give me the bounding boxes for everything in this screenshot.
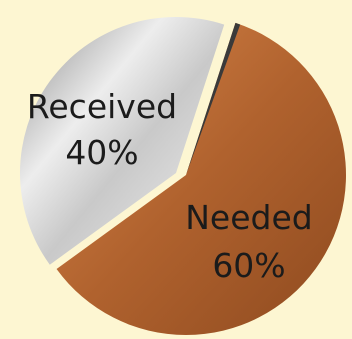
slice-label-needed: Needed: [185, 198, 313, 237]
slice-value-received: 40%: [65, 133, 138, 172]
slice-value-needed: 60%: [212, 246, 285, 285]
slice-label-received: Received: [27, 87, 177, 126]
pie-slice-received: [19, 16, 225, 265]
pie-slice-needed: [56, 22, 347, 336]
slice-divider-edge: [186, 22, 241, 175]
